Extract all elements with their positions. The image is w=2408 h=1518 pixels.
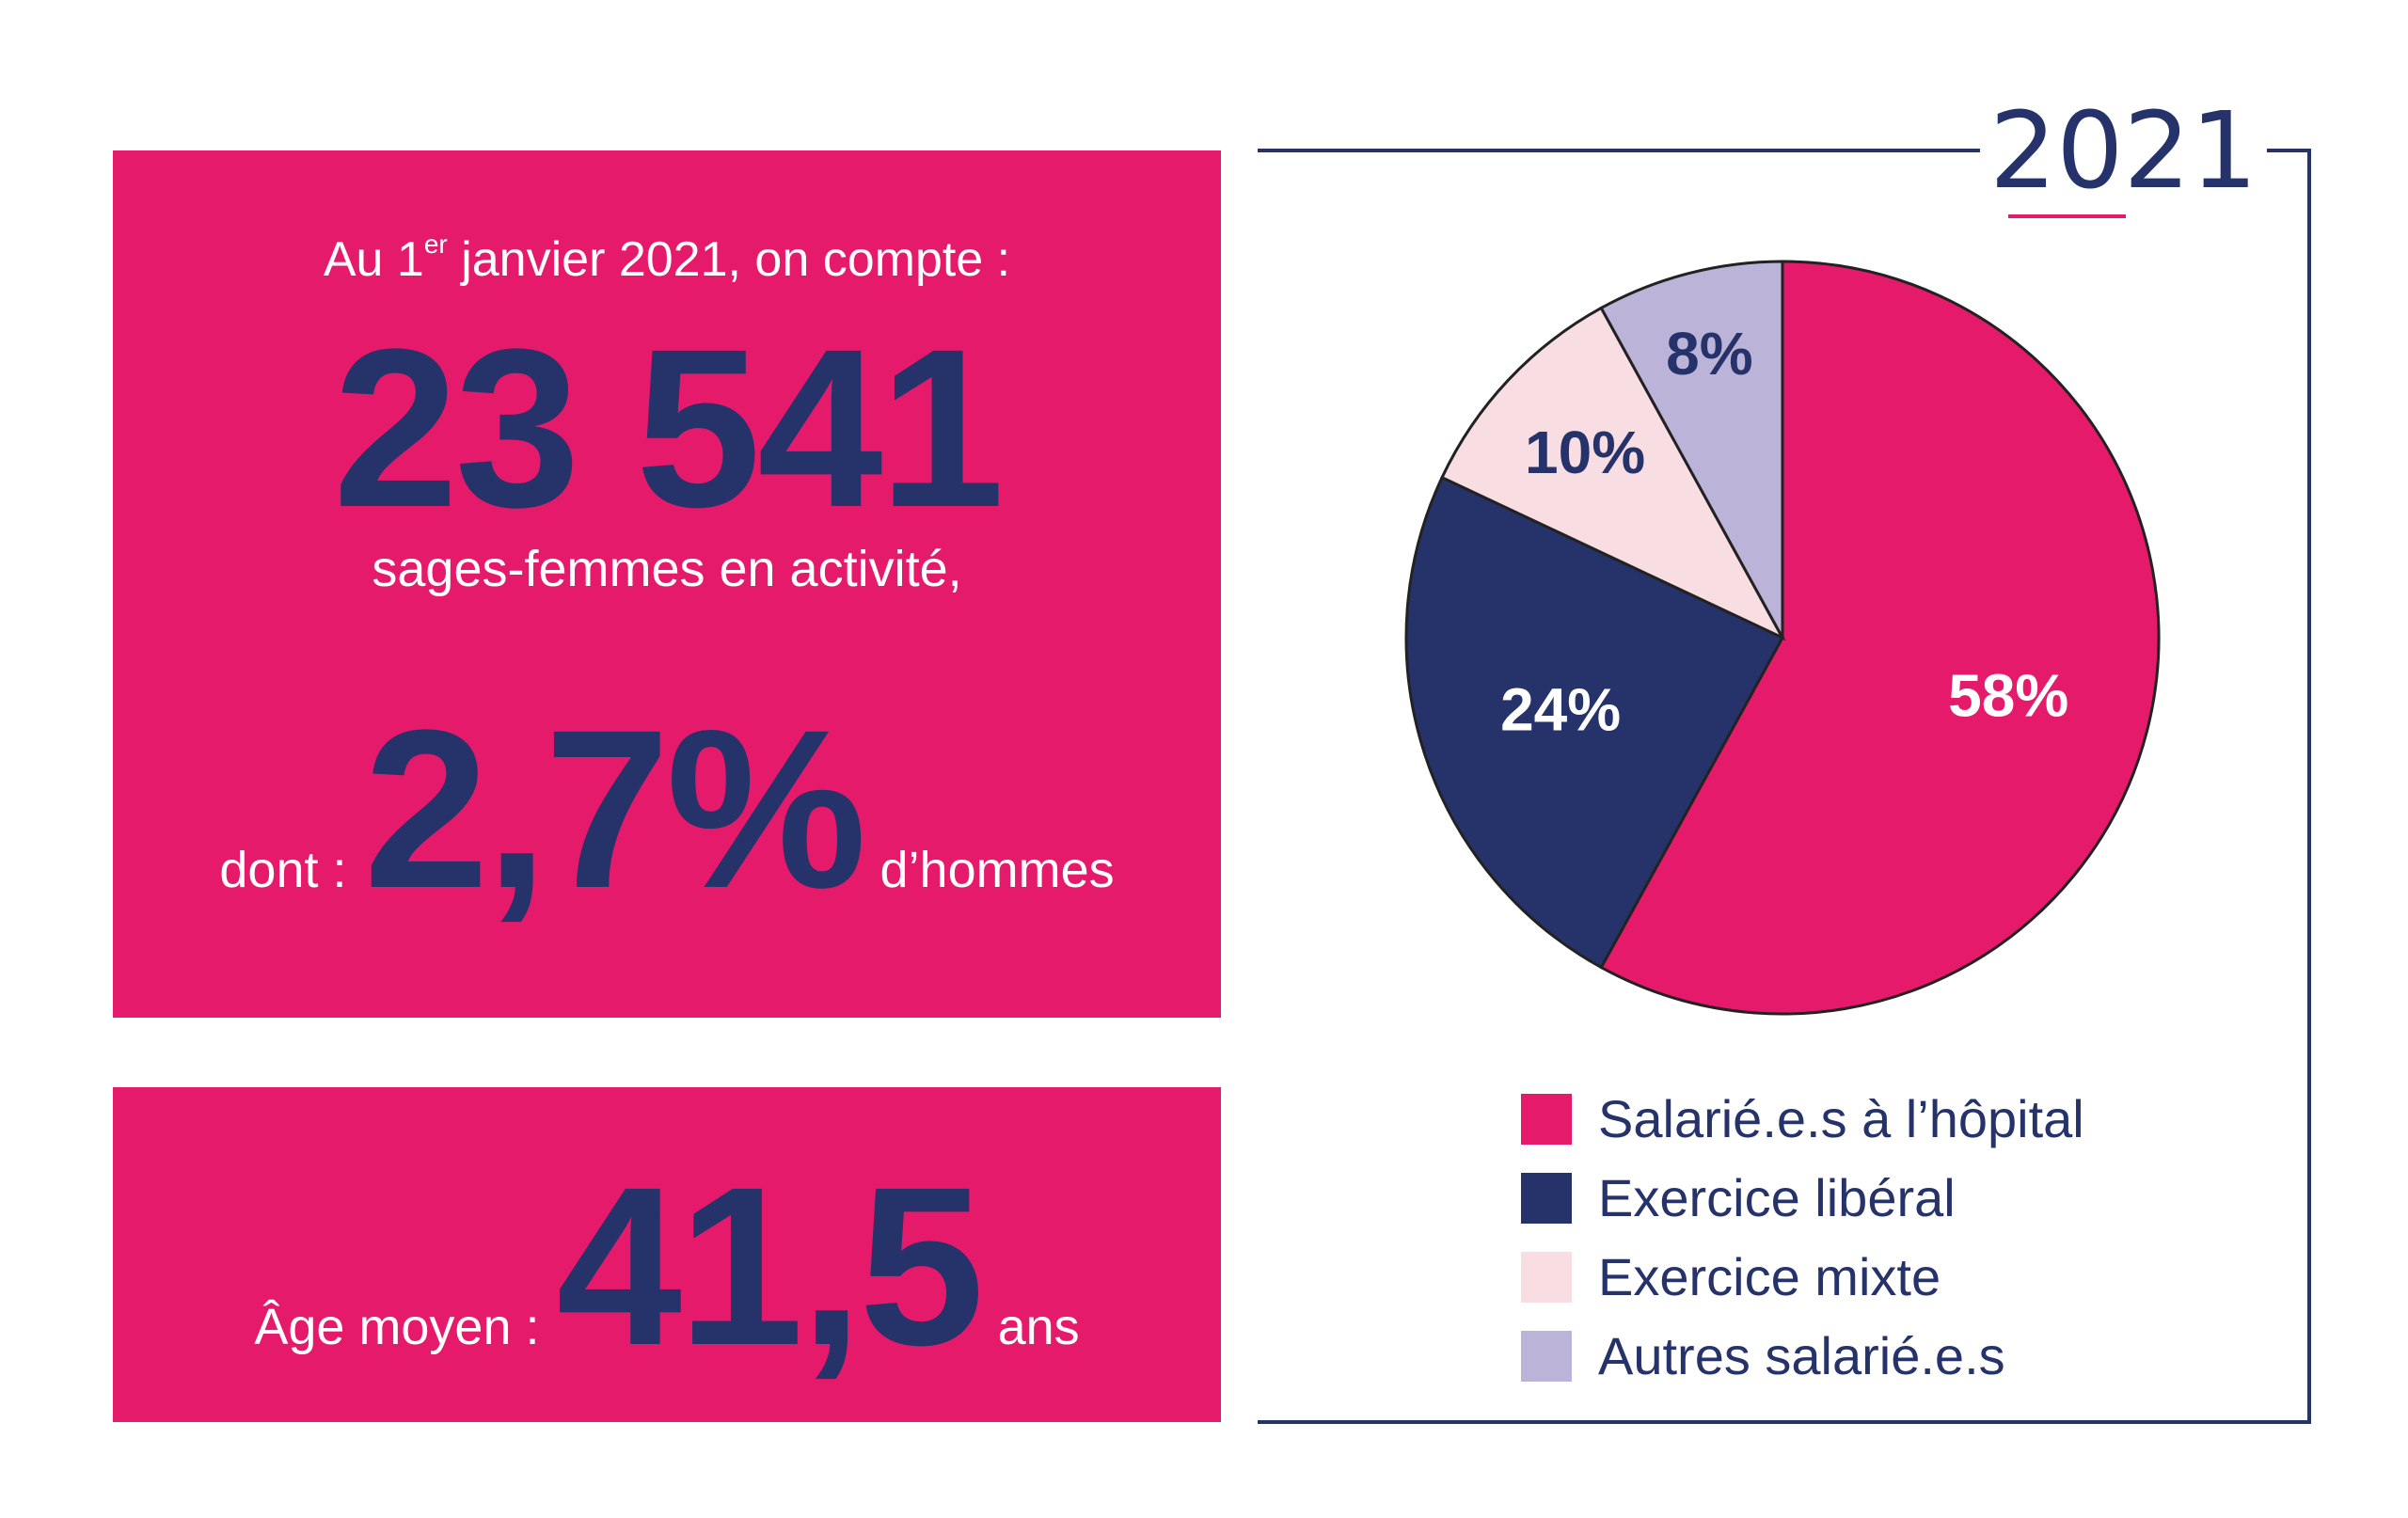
legend-swatch [1521,1252,1572,1303]
intro-text: Au 1er janvier 2021, on compte : [113,231,1221,287]
average-age-prefix: Âge moyen : [254,1299,540,1355]
pie-slice-3 [1440,306,1786,641]
intro-suffix: janvier 2021, on compte : [447,232,1011,287]
pie-slice-label-2: 24% [1500,676,1621,744]
intro-prefix: Au 1 [323,232,424,287]
pie-slice-4 [1599,260,1784,639]
pie-slices [1404,260,2161,1016]
legend-label: Autres salarié.e.s [1598,1326,2005,1385]
stats-card: Au 1er janvier 2021, on compte : 23 541 … [113,150,1221,1018]
chart-title-underline [2008,214,2126,218]
pie-slice-1 [1599,260,2161,1016]
frame-right-bottom-line [1258,149,2311,1424]
men-share-value: 2,7% [363,683,866,935]
legend-label: Exercice libéral [1598,1168,1956,1227]
men-share-row: dont : 2,7% d’hommes [113,696,1221,922]
men-share-suffix: d’hommes [879,842,1115,898]
legend-item-1: Salarié.e.s à l’hôpital [1521,1080,2084,1159]
legend-swatch [1521,1331,1572,1382]
legend-swatch [1521,1173,1572,1224]
average-age-value: 41,5 [556,1140,984,1392]
chart-title: 2021 [1989,90,2258,213]
pie-slice-labels: 58% 24% 10% 8% [1500,320,2068,744]
men-share-prefix: dont : [219,842,347,898]
average-age-suffix: ans [997,1299,1080,1355]
total-midwives-number: 23 541 [332,302,1005,554]
legend-label: Exercice mixte [1598,1247,1941,1306]
pie-slice-2 [1404,475,1785,970]
total-midwives-label: sages-femmes en activité, [372,541,962,597]
legend-item-3: Exercice mixte [1521,1238,2084,1317]
age-card: Âge moyen : 41,5 ans [113,1087,1221,1422]
average-age-row: Âge moyen : 41,5 ans [113,1153,1221,1379]
legend-swatch [1521,1094,1572,1145]
pie-slice-label-4: 8% [1666,320,1753,387]
chart-legend: Salarié.e.s à l’hôpital Exercice libéral E… [1521,1080,2084,1396]
pie-slice-label-1: 58% [1948,662,2068,730]
legend-item-4: Autres salarié.e.s [1521,1317,2084,1396]
intro-superscript: er [423,229,448,259]
legend-label: Salarié.e.s à l’hôpital [1598,1089,2084,1148]
pie-slice-label-3: 10% [1525,419,1645,486]
legend-item-2: Exercice libéral [1521,1159,2084,1238]
